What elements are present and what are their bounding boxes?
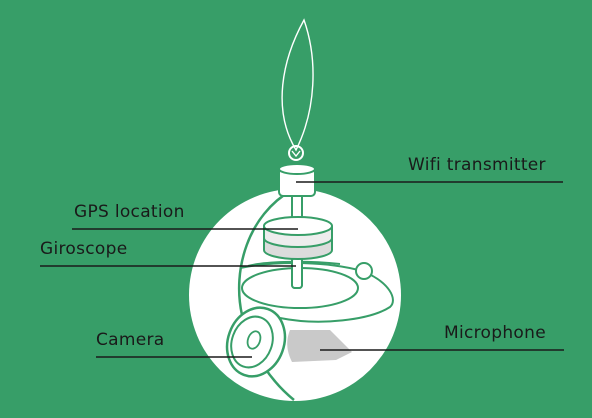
giroscope-label: Giroscope: [40, 239, 128, 259]
wifi-transmitter-module: [278, 163, 316, 197]
gps-disc-stack: [263, 216, 333, 260]
wifi-transmitter-label: Wifi transmitter: [408, 155, 546, 175]
camera-label: Camera: [96, 330, 165, 350]
hanging-ring: [288, 145, 304, 161]
giroscope-ball: [355, 262, 373, 280]
camera-lens: [225, 306, 287, 378]
microphone-label: Microphone: [444, 323, 546, 343]
hanging-string: [281, 18, 314, 152]
gps-location-label: GPS location: [74, 202, 185, 222]
microphone-shape: [287, 330, 352, 362]
